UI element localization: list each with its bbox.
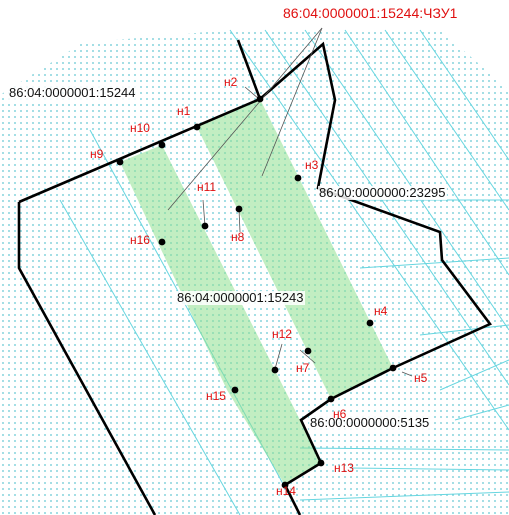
point-label-9: н9: [90, 147, 104, 161]
zone-chzu1: [120, 99, 393, 485]
point-label-12: н12: [272, 327, 292, 341]
point-marker-12: [271, 366, 279, 374]
point-label-7: н7: [296, 361, 310, 375]
point-marker-8: [235, 205, 243, 213]
plot-label-p15243: 86:04:0000001:15243: [176, 290, 305, 305]
point-label-11: н11: [197, 180, 217, 194]
point-label-16: н16: [130, 233, 150, 247]
point-label-14: н14: [276, 484, 296, 498]
point-marker-6: [327, 395, 335, 403]
point-marker-15: [231, 386, 239, 394]
zone-title: 86:04:0000001:15244:ЧЗУ1: [283, 5, 458, 21]
blank-area-left: [0, 38, 90, 95]
point-marker-16: [158, 238, 166, 246]
point-label-15: н15: [206, 389, 226, 403]
point-marker-5: [389, 364, 397, 372]
point-label-5: н5: [414, 371, 428, 385]
point-marker-1: [193, 123, 201, 131]
point-label-2: н2: [224, 75, 238, 89]
dotted-background: [0, 28, 509, 515]
point-marker-14: [281, 481, 289, 489]
point-label-10: н10: [130, 121, 150, 135]
plot-label-p23295: 86:00:0000000:23295: [318, 185, 447, 200]
point-marker-11: [201, 222, 209, 230]
blank-area-top-right: [350, 28, 509, 90]
title-leaders: [167, 27, 323, 211]
boundary-west: [17, 202, 157, 515]
point-marker-13: [317, 459, 325, 467]
point-label-3: н3: [305, 158, 319, 172]
point-marker-7: [304, 347, 312, 355]
point-label-6: н6: [333, 407, 347, 421]
point-marker-9: [116, 158, 124, 166]
point-marker-10: [158, 141, 166, 149]
plot-label-p5135: 86:00:0000000:5135: [309, 415, 431, 430]
point-marker-3: [294, 174, 302, 182]
plot-label-p15244: 86:04:0000001:15244: [8, 85, 137, 100]
point-label-leaders: [202, 86, 413, 377]
point-marker-2: [256, 95, 264, 103]
zone-strip-right: [197, 99, 393, 399]
zone-strip-left: [120, 145, 321, 485]
points-layer: [116, 95, 397, 489]
point-label-4: н4: [374, 304, 388, 318]
point-marker-4: [366, 319, 374, 327]
point-label-1: н1: [177, 104, 191, 118]
point-label-8: н8: [231, 230, 245, 244]
parcel-thin-lines: [59, 29, 509, 515]
point-label-13: н13: [334, 461, 354, 475]
